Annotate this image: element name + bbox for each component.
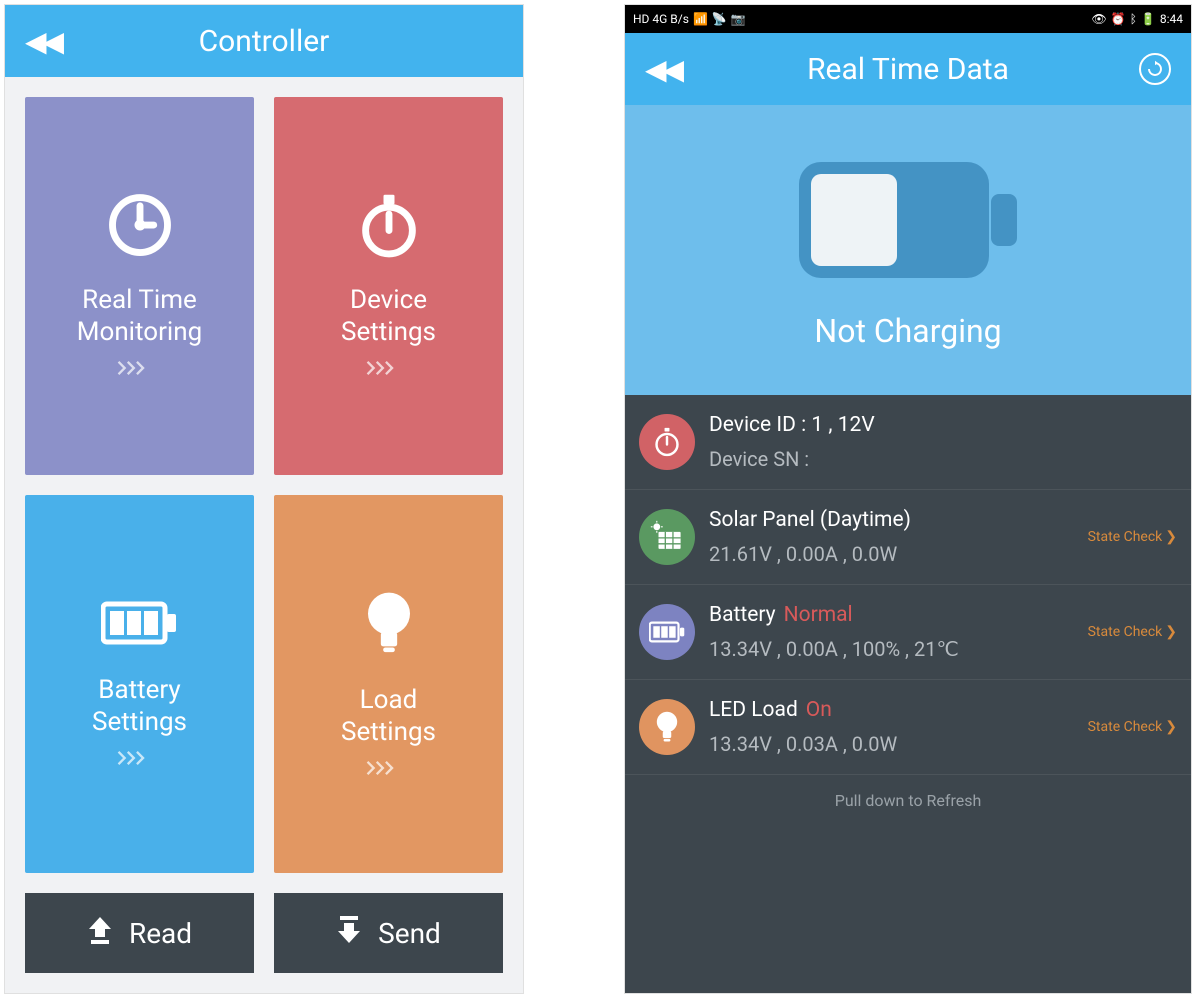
state-check-battery[interactable]: State Check ❯ bbox=[1088, 624, 1177, 640]
battery-icon bbox=[101, 598, 179, 652]
state-check-solar[interactable]: State Check ❯ bbox=[1088, 529, 1177, 545]
tile-grid: Real Time Monitoring Device Settings Bat… bbox=[5, 77, 523, 893]
solar-panel-icon bbox=[639, 509, 695, 565]
data-list: Device ID : 1 , 12V Device SN : Solar Pa… bbox=[625, 395, 1191, 993]
row-device: Device ID : 1 , 12V Device SN : bbox=[625, 395, 1191, 490]
chevrons-icon bbox=[117, 749, 163, 771]
battery-large-icon bbox=[793, 150, 1023, 294]
read-button[interactable]: Read bbox=[25, 893, 254, 973]
chevrons-icon bbox=[366, 759, 412, 781]
topbar-controller: ◀◀ Controller bbox=[5, 5, 523, 77]
pull-to-refresh-hint: Pull down to Refresh bbox=[625, 775, 1191, 826]
row-battery: Battery Normal 13.34V , 0.00A , 100% , 2… bbox=[625, 585, 1191, 680]
tile-device-settings[interactable]: Device Settings bbox=[274, 97, 503, 475]
battery-status: Normal bbox=[784, 603, 853, 627]
chevron-right-icon: ❯ bbox=[1165, 624, 1177, 640]
clock-icon bbox=[107, 192, 173, 262]
chevron-right-icon: ❯ bbox=[1165, 529, 1177, 545]
signal-icon: 📶 bbox=[693, 12, 708, 26]
status-time: 8:44 bbox=[1160, 12, 1183, 26]
realtime-data-screen: HD 4G B/s 📶 📡 📷 👁 ⏰ ᛒ 🔋 8:44 ◀◀ Real Tim… bbox=[624, 4, 1192, 994]
read-label: Read bbox=[129, 917, 192, 950]
tile-realtime-monitoring[interactable]: Real Time Monitoring bbox=[25, 97, 254, 475]
load-title: LED Load bbox=[709, 698, 798, 722]
page-title: Controller bbox=[199, 24, 330, 59]
row-solar-panel: Solar Panel (Daytime) 21.61V , 0.00A , 0… bbox=[625, 490, 1191, 585]
battery-values: 13.34V , 0.00A , 100% , 21℃ bbox=[709, 637, 1177, 661]
upload-icon bbox=[87, 915, 113, 952]
chevron-right-icon: ❯ bbox=[1165, 719, 1177, 735]
tile-battery-settings[interactable]: Battery Settings bbox=[25, 495, 254, 873]
page-title: Real Time Data bbox=[807, 52, 1009, 87]
eye-icon: 👁 bbox=[1092, 12, 1107, 26]
android-status-bar: HD 4G B/s 📶 📡 📷 👁 ⏰ ᛒ 🔋 8:44 bbox=[625, 5, 1191, 33]
solar-values: 21.61V , 0.00A , 0.0W bbox=[709, 542, 1177, 566]
state-check-load[interactable]: State Check ❯ bbox=[1088, 719, 1177, 735]
send-button[interactable]: Send bbox=[274, 893, 503, 973]
alarm-icon: ⏰ bbox=[1111, 12, 1126, 26]
row-led-load: LED Load On 13.34V , 0.03A , 0.0W State … bbox=[625, 680, 1191, 775]
chevrons-icon bbox=[117, 359, 163, 381]
bluetooth-icon: ᛒ bbox=[1130, 12, 1137, 26]
load-values: 13.34V , 0.03A , 0.0W bbox=[709, 732, 1177, 756]
bulb-icon bbox=[361, 588, 417, 662]
refresh-button[interactable] bbox=[1139, 53, 1171, 85]
back-button[interactable]: ◀◀ bbox=[645, 53, 680, 86]
tile-label: Real Time Monitoring bbox=[77, 284, 202, 349]
tile-label: Battery Settings bbox=[92, 674, 187, 739]
load-status: On bbox=[806, 698, 832, 722]
tile-label: Load Settings bbox=[341, 684, 436, 749]
back-button[interactable]: ◀◀ bbox=[25, 25, 60, 58]
bulb-icon bbox=[639, 699, 695, 755]
battery-panel: Not Charging bbox=[625, 105, 1191, 395]
wifi-icon: 📡 bbox=[712, 12, 727, 26]
battery-status-icon: 🔋 bbox=[1141, 12, 1156, 26]
tile-load-settings[interactable]: Load Settings bbox=[274, 495, 503, 873]
status-left: HD 4G B/s bbox=[633, 12, 689, 26]
device-id-label: Device ID : 1 , 12V bbox=[709, 413, 1177, 437]
controller-screen: ◀◀ Controller Real Time Monitoring Devic… bbox=[4, 4, 524, 994]
bottom-actions: Read Send bbox=[5, 893, 523, 993]
camera-icon: 📷 bbox=[731, 12, 746, 26]
battery-icon bbox=[639, 604, 695, 660]
send-label: Send bbox=[378, 917, 441, 950]
download-icon bbox=[336, 915, 362, 952]
stopwatch-icon bbox=[356, 192, 422, 262]
chevrons-icon bbox=[366, 359, 412, 381]
tile-label: Device Settings bbox=[341, 284, 436, 349]
topbar-realtime: ◀◀ Real Time Data bbox=[625, 33, 1191, 105]
battery-title: Battery bbox=[709, 603, 776, 627]
device-sn-label: Device SN : bbox=[709, 447, 1177, 471]
stopwatch-icon bbox=[639, 414, 695, 470]
battery-status-text: Not Charging bbox=[814, 312, 1001, 350]
refresh-icon bbox=[1146, 60, 1164, 78]
